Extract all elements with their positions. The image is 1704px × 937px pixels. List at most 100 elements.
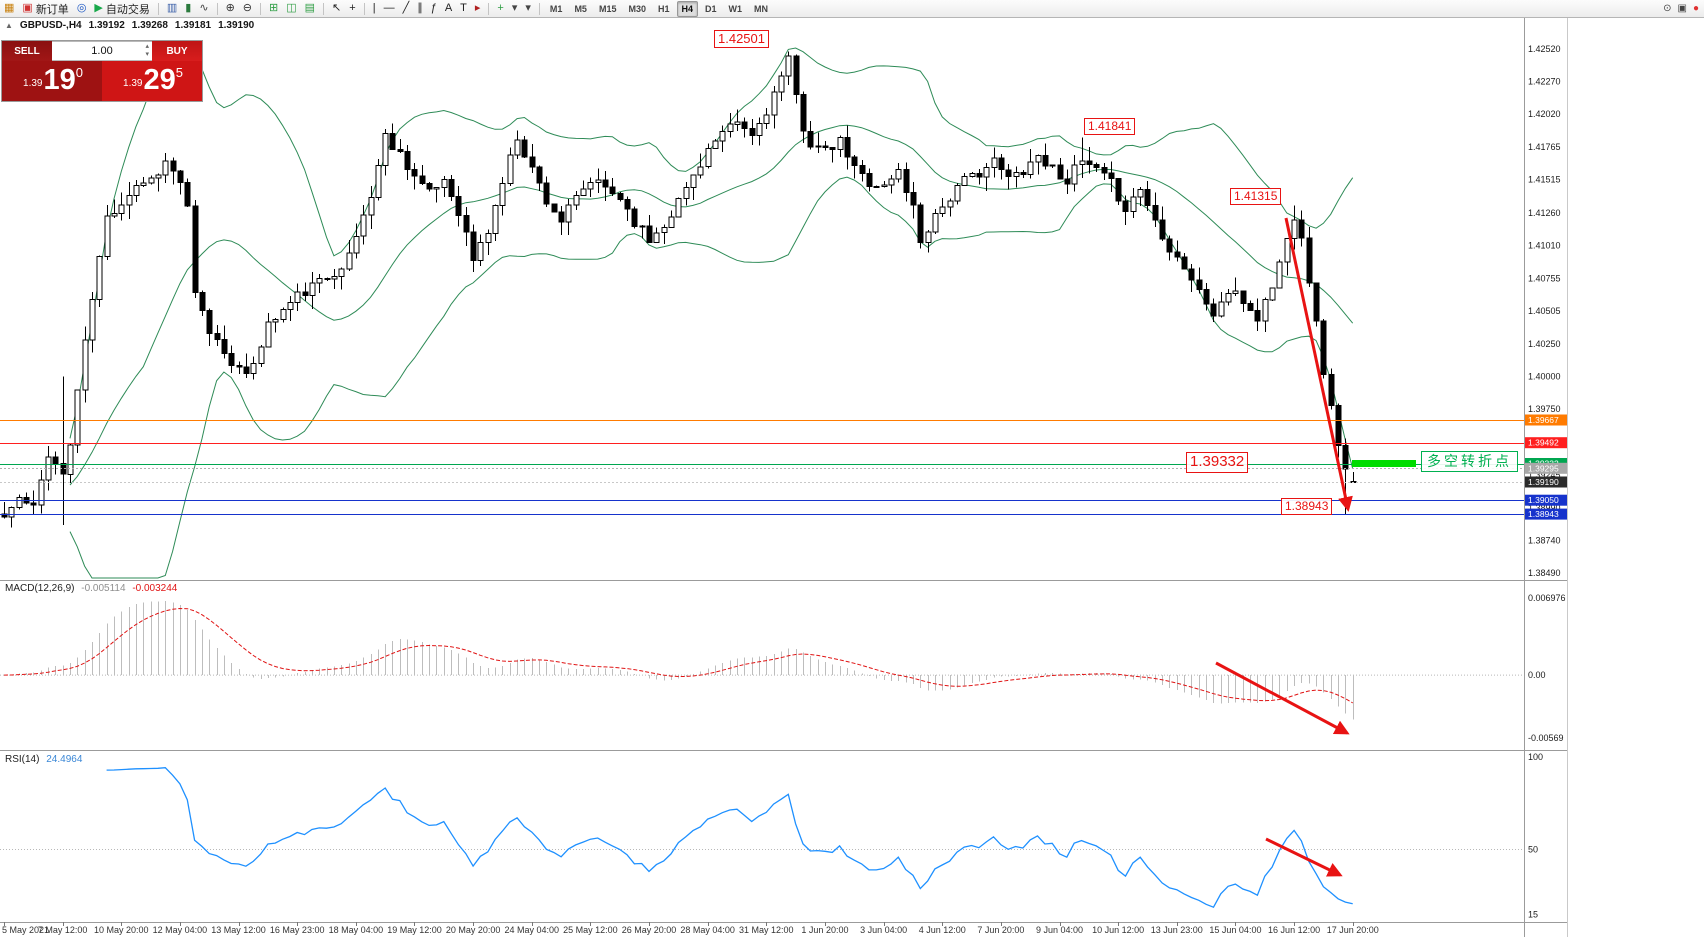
sell-price-panel[interactable]: 1.39 19 0 — [2, 61, 102, 101]
svg-text:13 Jun 23:00: 13 Jun 23:00 — [1151, 925, 1203, 935]
timeframe-m1[interactable]: M1 — [549, 3, 563, 14]
trendline-icon: ╱ — [402, 2, 410, 14]
timeframe-m5[interactable]: M5 — [574, 3, 587, 14]
timeframe-m30[interactable]: M30 — [628, 3, 646, 14]
svg-text:1.41765: 1.41765 — [1528, 142, 1561, 152]
quote-low: 1.39181 — [174, 20, 212, 31]
channel-icon[interactable]: ∥ — [414, 1, 426, 16]
svg-text:1.39750: 1.39750 — [1528, 404, 1561, 414]
sell-price-pipette: 0 — [75, 65, 83, 80]
timeframe-h1[interactable]: H1 — [657, 3, 670, 14]
chart-window[interactable]: 1.42520 1.42270 1.42020 1.41765 1.41515 1.412… — [0, 17, 1568, 937]
sell-button[interactable]: SELL — [2, 41, 52, 61]
horizontal-line-icon[interactable]: — — [381, 1, 398, 16]
crosshair-icon[interactable]: + — [346, 1, 358, 16]
svg-text:1.39667: 1.39667 — [1528, 415, 1559, 425]
toolbar-separator — [260, 2, 262, 15]
cursor-icon[interactable]: ↖ — [329, 1, 344, 16]
price-callout[interactable]: 1.38943 — [1281, 498, 1333, 515]
volume-stepper[interactable]: ▴ ▾ — [145, 43, 149, 59]
buy-price-big: 29 — [143, 64, 176, 96]
trendline-icon[interactable]: ╱ — [400, 1, 413, 16]
price-scale[interactable]: 1.42520 1.42270 1.42020 1.41765 1.41515 1.412… — [1528, 44, 1561, 578]
fullscreen-icon[interactable]: ▣ — [1677, 3, 1687, 14]
templates-icon[interactable]: ▾ — [522, 1, 534, 16]
timeframe-w1[interactable]: W1 — [728, 3, 743, 14]
timeframe-d1[interactable]: D1 — [705, 3, 717, 14]
svg-text:9 Jun 04:00: 9 Jun 04:00 — [1036, 925, 1083, 935]
svg-text:1.38990: 1.38990 — [1528, 503, 1561, 513]
svg-text:16 May 23:00: 16 May 23:00 — [270, 925, 325, 935]
vertical-line-icon[interactable]: | — [370, 1, 379, 16]
search-icon[interactable]: ⊙ — [1663, 3, 1672, 14]
svg-text:1.39295: 1.39295 — [1528, 463, 1559, 473]
buy-price-panel[interactable]: 1.39 29 5 — [102, 61, 202, 101]
text-icon[interactable]: A — [442, 1, 455, 16]
periods-dropdown-icon[interactable]: ▾ — [509, 1, 521, 16]
zoom-in-icon[interactable]: ⊕ — [223, 1, 238, 16]
price-callout[interactable]: 1.39332 — [1186, 452, 1249, 473]
tile-windows-icon[interactable]: ⊞ — [266, 1, 281, 16]
svg-text:7 Jun 20:00: 7 Jun 20:00 — [977, 925, 1024, 935]
collapse-panel-icon[interactable]: ▲ — [5, 21, 13, 30]
svg-text:12 May 04:00: 12 May 04:00 — [153, 925, 208, 935]
svg-text:0.006976: 0.006976 — [1528, 593, 1566, 603]
indicators-icon[interactable]: + — [494, 1, 506, 16]
price-callout[interactable]: 1.41315 — [1230, 188, 1282, 205]
rsi-scale[interactable]: 100 50 15 — [1528, 752, 1543, 919]
candlestick-chart-icon[interactable]: ▮ — [182, 1, 194, 16]
timeframe-m15[interactable]: M15 — [598, 3, 617, 14]
new-order-button[interactable]: ▣ 新订单 — [19, 1, 71, 16]
svg-text:3 Jun 04:00: 3 Jun 04:00 — [860, 925, 907, 935]
line-chart-icon[interactable]: ∿ — [196, 1, 211, 16]
metaeditor-icon: ◎ — [76, 2, 87, 14]
quote-high: 1.39268 — [131, 20, 168, 31]
svg-text:1.39190: 1.39190 — [1528, 477, 1559, 487]
metaeditor-icon[interactable]: ◎ — [74, 1, 90, 16]
price-callout[interactable]: 1.42501 — [714, 30, 769, 49]
pane-separators — [0, 17, 1568, 937]
toolbar-separator — [216, 2, 218, 15]
new-chart-icon[interactable]: ▦ — [1, 1, 17, 16]
macd-scale[interactable]: 0.006976 0.00 -0.00569 — [1528, 593, 1566, 743]
volume-down-icon[interactable]: ▾ — [145, 51, 149, 58]
grid-icon: ▤ — [304, 2, 316, 14]
volume-value: 1.00 — [91, 45, 113, 57]
buy-button[interactable]: BUY — [152, 41, 202, 61]
timeframe-h4[interactable]: H4 — [676, 0, 699, 17]
grid-icon[interactable]: ▤ — [302, 1, 318, 16]
chart-canvas[interactable]: 1.42520 1.42270 1.42020 1.41765 1.41515 1.412… — [0, 17, 1568, 937]
label-icon[interactable]: T — [457, 1, 470, 16]
svg-text:1.42270: 1.42270 — [1528, 77, 1561, 87]
volume-up-icon[interactable]: ▴ — [145, 43, 149, 50]
macd-main-value: -0.005114 — [81, 583, 126, 594]
record-indicator[interactable]: ● — [1692, 3, 1699, 14]
turning-point-marker[interactable] — [1352, 460, 1416, 467]
volume-field[interactable]: 1.00 ▴ ▾ — [52, 41, 152, 61]
macd-histogram — [11, 601, 1354, 720]
trend-arrows[interactable] — [1215, 217, 1353, 877]
macd-pane — [0, 601, 1524, 720]
zoom-out-icon[interactable]: ⊖ — [240, 1, 255, 16]
cascade-windows-icon[interactable]: ◫ — [283, 1, 299, 16]
arrows-tool-icon[interactable]: ▸ — [472, 1, 484, 16]
price-callout[interactable]: 1.41841 — [1084, 118, 1136, 135]
svg-text:25 May 12:00: 25 May 12:00 — [563, 925, 618, 935]
cascade-windows-icon: ◫ — [286, 2, 297, 14]
fibonacci-icon[interactable]: ƒ — [428, 1, 440, 16]
autotrading-button[interactable]: ▶ 自动交易 — [91, 1, 152, 16]
svg-text:1.40000: 1.40000 — [1528, 372, 1561, 382]
svg-text:13 May 12:00: 13 May 12:00 — [211, 925, 266, 935]
quote-bar: ▲ GBPUSD-,H4 1.39192 1.39268 1.39181 1.3… — [5, 20, 254, 31]
turning-point-label[interactable]: 多空转折点 — [1421, 451, 1518, 472]
candles-layer — [1, 51, 1357, 528]
cursor-icon: ↖ — [332, 2, 342, 14]
macd-name: MACD(12,26,9) — [5, 583, 75, 594]
svg-text:15: 15 — [1528, 909, 1538, 919]
bar-chart-icon[interactable]: ▥ — [164, 1, 180, 16]
tile-windows-icon: ⊞ — [269, 2, 279, 14]
horizontal-lines[interactable] — [0, 420, 1524, 515]
timeframe-mn[interactable]: MN — [754, 3, 769, 14]
svg-text:18 May 04:00: 18 May 04:00 — [329, 925, 384, 935]
